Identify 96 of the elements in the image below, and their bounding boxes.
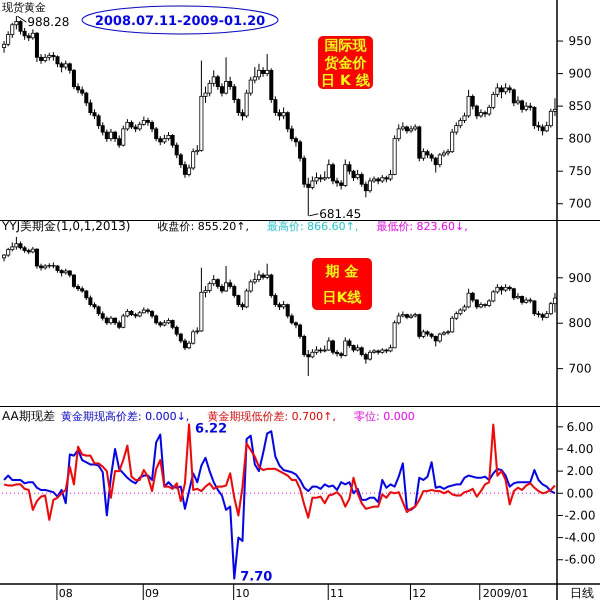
candlestick (417, 313, 422, 340)
candlestick (356, 169, 360, 180)
candlestick (142, 116, 146, 126)
y-tick-label: 700 (568, 196, 592, 211)
candlestick (216, 278, 220, 290)
annotation: 988.28 (27, 15, 70, 30)
annotation: 期 金 (324, 264, 360, 280)
y-tick-label: 0.00 (566, 486, 594, 500)
x-tick-label: 09 (145, 587, 160, 600)
candlestick (224, 265, 228, 292)
y-tick-label: -6.00 (564, 552, 596, 567)
candlestick (64, 60, 68, 70)
candlestick (326, 158, 331, 180)
annotation: 6.22 (195, 421, 228, 436)
y-tick-label: 750 (568, 164, 592, 178)
candlestick (261, 66, 266, 78)
candlestick (532, 106, 536, 130)
x-tick-label: 11 (330, 587, 344, 600)
candlestick (500, 285, 504, 296)
candlestick (532, 300, 536, 316)
y-tick-label: 850 (568, 99, 592, 114)
candlestick (450, 315, 454, 334)
candlestick (512, 287, 516, 301)
candlestick (108, 128, 113, 142)
candlestick (191, 329, 196, 346)
candlestick (18, 20, 22, 36)
candlestick (121, 313, 126, 329)
candlestick (34, 248, 39, 270)
candlestick (104, 129, 109, 142)
candlestick (6, 247, 10, 258)
annotation: 货金价 (324, 56, 368, 72)
line-series (3, 423, 556, 521)
candlestick (256, 63, 261, 81)
candlestick (330, 162, 335, 185)
annotation: 国际现 (324, 38, 368, 54)
candlestick (520, 295, 524, 306)
annotation: 日K线 (322, 290, 362, 306)
candlestick (72, 274, 76, 289)
candlestick (138, 121, 142, 132)
candlestick (552, 292, 557, 313)
candlestick (256, 270, 261, 282)
x-tick-label: 2009/01 (482, 587, 528, 600)
y-tick-label: -4.00 (564, 530, 596, 545)
y-tick-label: 700 (568, 362, 592, 376)
candlestick (96, 305, 101, 316)
y-tick-label: 800 (568, 132, 592, 146)
y-tick-label: 900 (568, 66, 592, 81)
x-tick-label: 08 (58, 587, 73, 600)
candlestick (438, 152, 442, 168)
candlestick (438, 332, 442, 344)
candlestick (466, 288, 471, 309)
y-tick-label: 800 (568, 316, 592, 330)
candlestick (360, 346, 364, 357)
annotation: 最低价: 823.60↓, (376, 220, 468, 233)
ref-line-label: 零位: 0.000 (354, 410, 415, 423)
y-tick-label: 2.00 (566, 464, 594, 478)
series-label: 黄金期现低价差: 0.700↑, (207, 410, 336, 423)
candlestick (368, 177, 372, 194)
y-tick-label: 6.00 (566, 420, 594, 434)
candlestick (224, 56, 228, 95)
candlestick (434, 156, 438, 173)
candlestick (520, 99, 524, 114)
annotation: 7.70 (240, 570, 272, 585)
candlestick (540, 124, 545, 136)
candlestick (330, 339, 335, 356)
x-tick-label: 10 (236, 587, 250, 600)
candlestick (524, 102, 528, 112)
y-tick-label: 950 (568, 34, 592, 48)
candlestick (360, 172, 364, 188)
annotation: 收盘价: 855.20↑, (158, 220, 250, 233)
annotation: 681.45 (319, 206, 362, 221)
candlestick (368, 350, 372, 361)
candlestick (14, 236, 18, 250)
x-tick-label: 12 (412, 587, 426, 600)
candlestick (343, 158, 348, 188)
candlestick (504, 82, 508, 95)
candlestick (500, 84, 504, 99)
y-tick-label: 4.00 (566, 442, 594, 456)
candlestick (512, 88, 516, 107)
chart-title: YYJ美期金(1,0,1,2013) (1, 219, 130, 233)
candlestick (162, 134, 166, 144)
candlestick (434, 334, 438, 347)
text: 黄金期现高价差: 0.000↓, (60, 410, 190, 423)
annotation: 最高价: 866.60↑, (266, 220, 358, 233)
candlestick (343, 336, 348, 357)
text: 日线 (570, 586, 594, 600)
candlestick (450, 128, 454, 154)
candlestick (326, 336, 331, 352)
y-tick-label: 900 (568, 270, 592, 285)
chart-title: AA期现差 (2, 409, 55, 423)
candlestick (154, 314, 158, 326)
annotation: 2008.07.11-2009-01.20 (94, 14, 266, 29)
chart-title: 现货黄金 (2, 1, 46, 14)
candlestick (286, 303, 290, 319)
y-tick-label: -2.00 (564, 508, 596, 522)
annotation: 日 K 线 (321, 73, 370, 90)
